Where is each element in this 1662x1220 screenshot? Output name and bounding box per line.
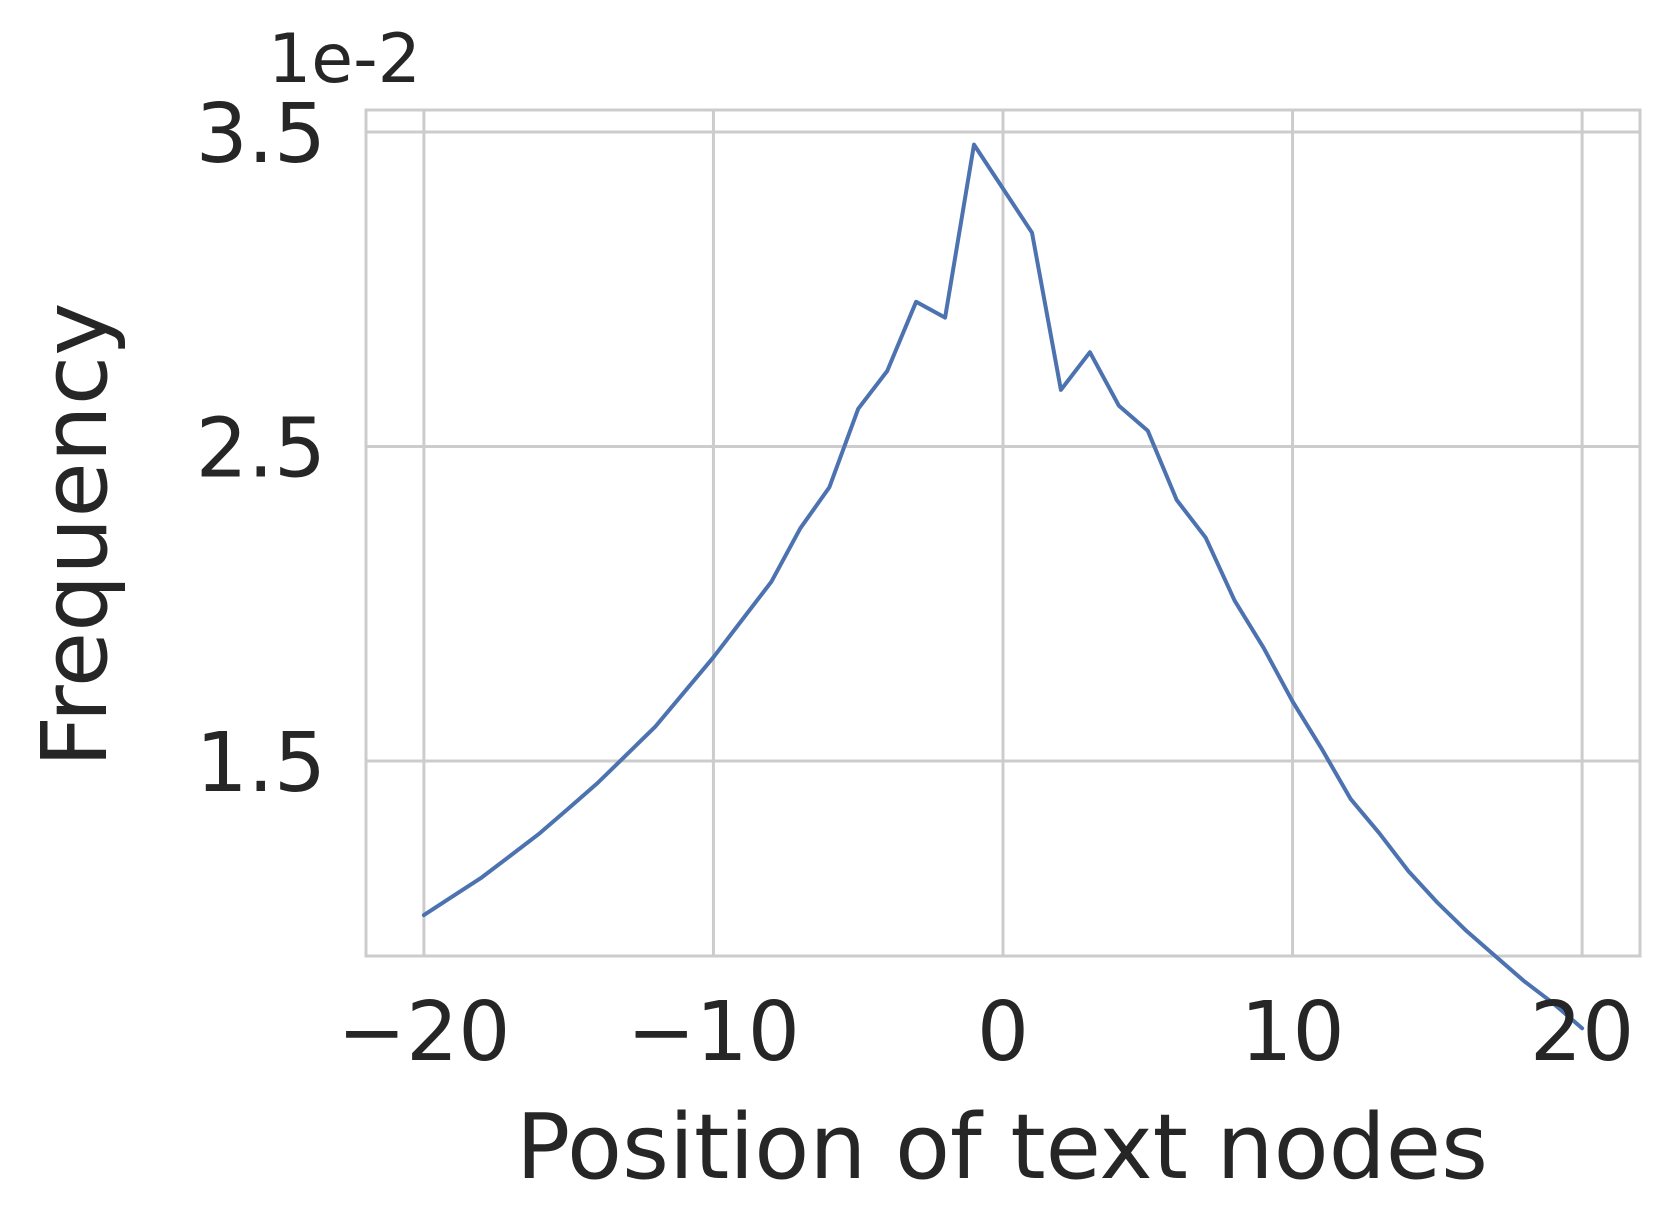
y-tick-label: 2.5	[196, 402, 326, 497]
frequency-series-line	[421, 142, 1585, 1031]
x-tick-label: −20	[337, 985, 510, 1080]
y-axis-label: Frequency	[23, 303, 128, 768]
x-tick-label: −10	[627, 985, 800, 1080]
x-tick-label: 20	[1530, 985, 1634, 1080]
plot-frame	[364, 108, 1642, 958]
grid	[366, 110, 1640, 956]
x-tick-label: 0	[977, 985, 1029, 1080]
x-tick-labels: −20 −10 0 10 20	[337, 985, 1634, 1080]
y-tick-label: 1.5	[196, 716, 326, 811]
y-tick-labels: 1.5 2.5 3.5	[196, 87, 326, 811]
x-axis-label: Position of text nodes	[516, 1095, 1488, 1200]
x-tick-label: 10	[1240, 985, 1344, 1080]
y-scale-offset-label: 1e-2	[268, 20, 421, 99]
y-tick-label: 3.5	[196, 87, 326, 182]
